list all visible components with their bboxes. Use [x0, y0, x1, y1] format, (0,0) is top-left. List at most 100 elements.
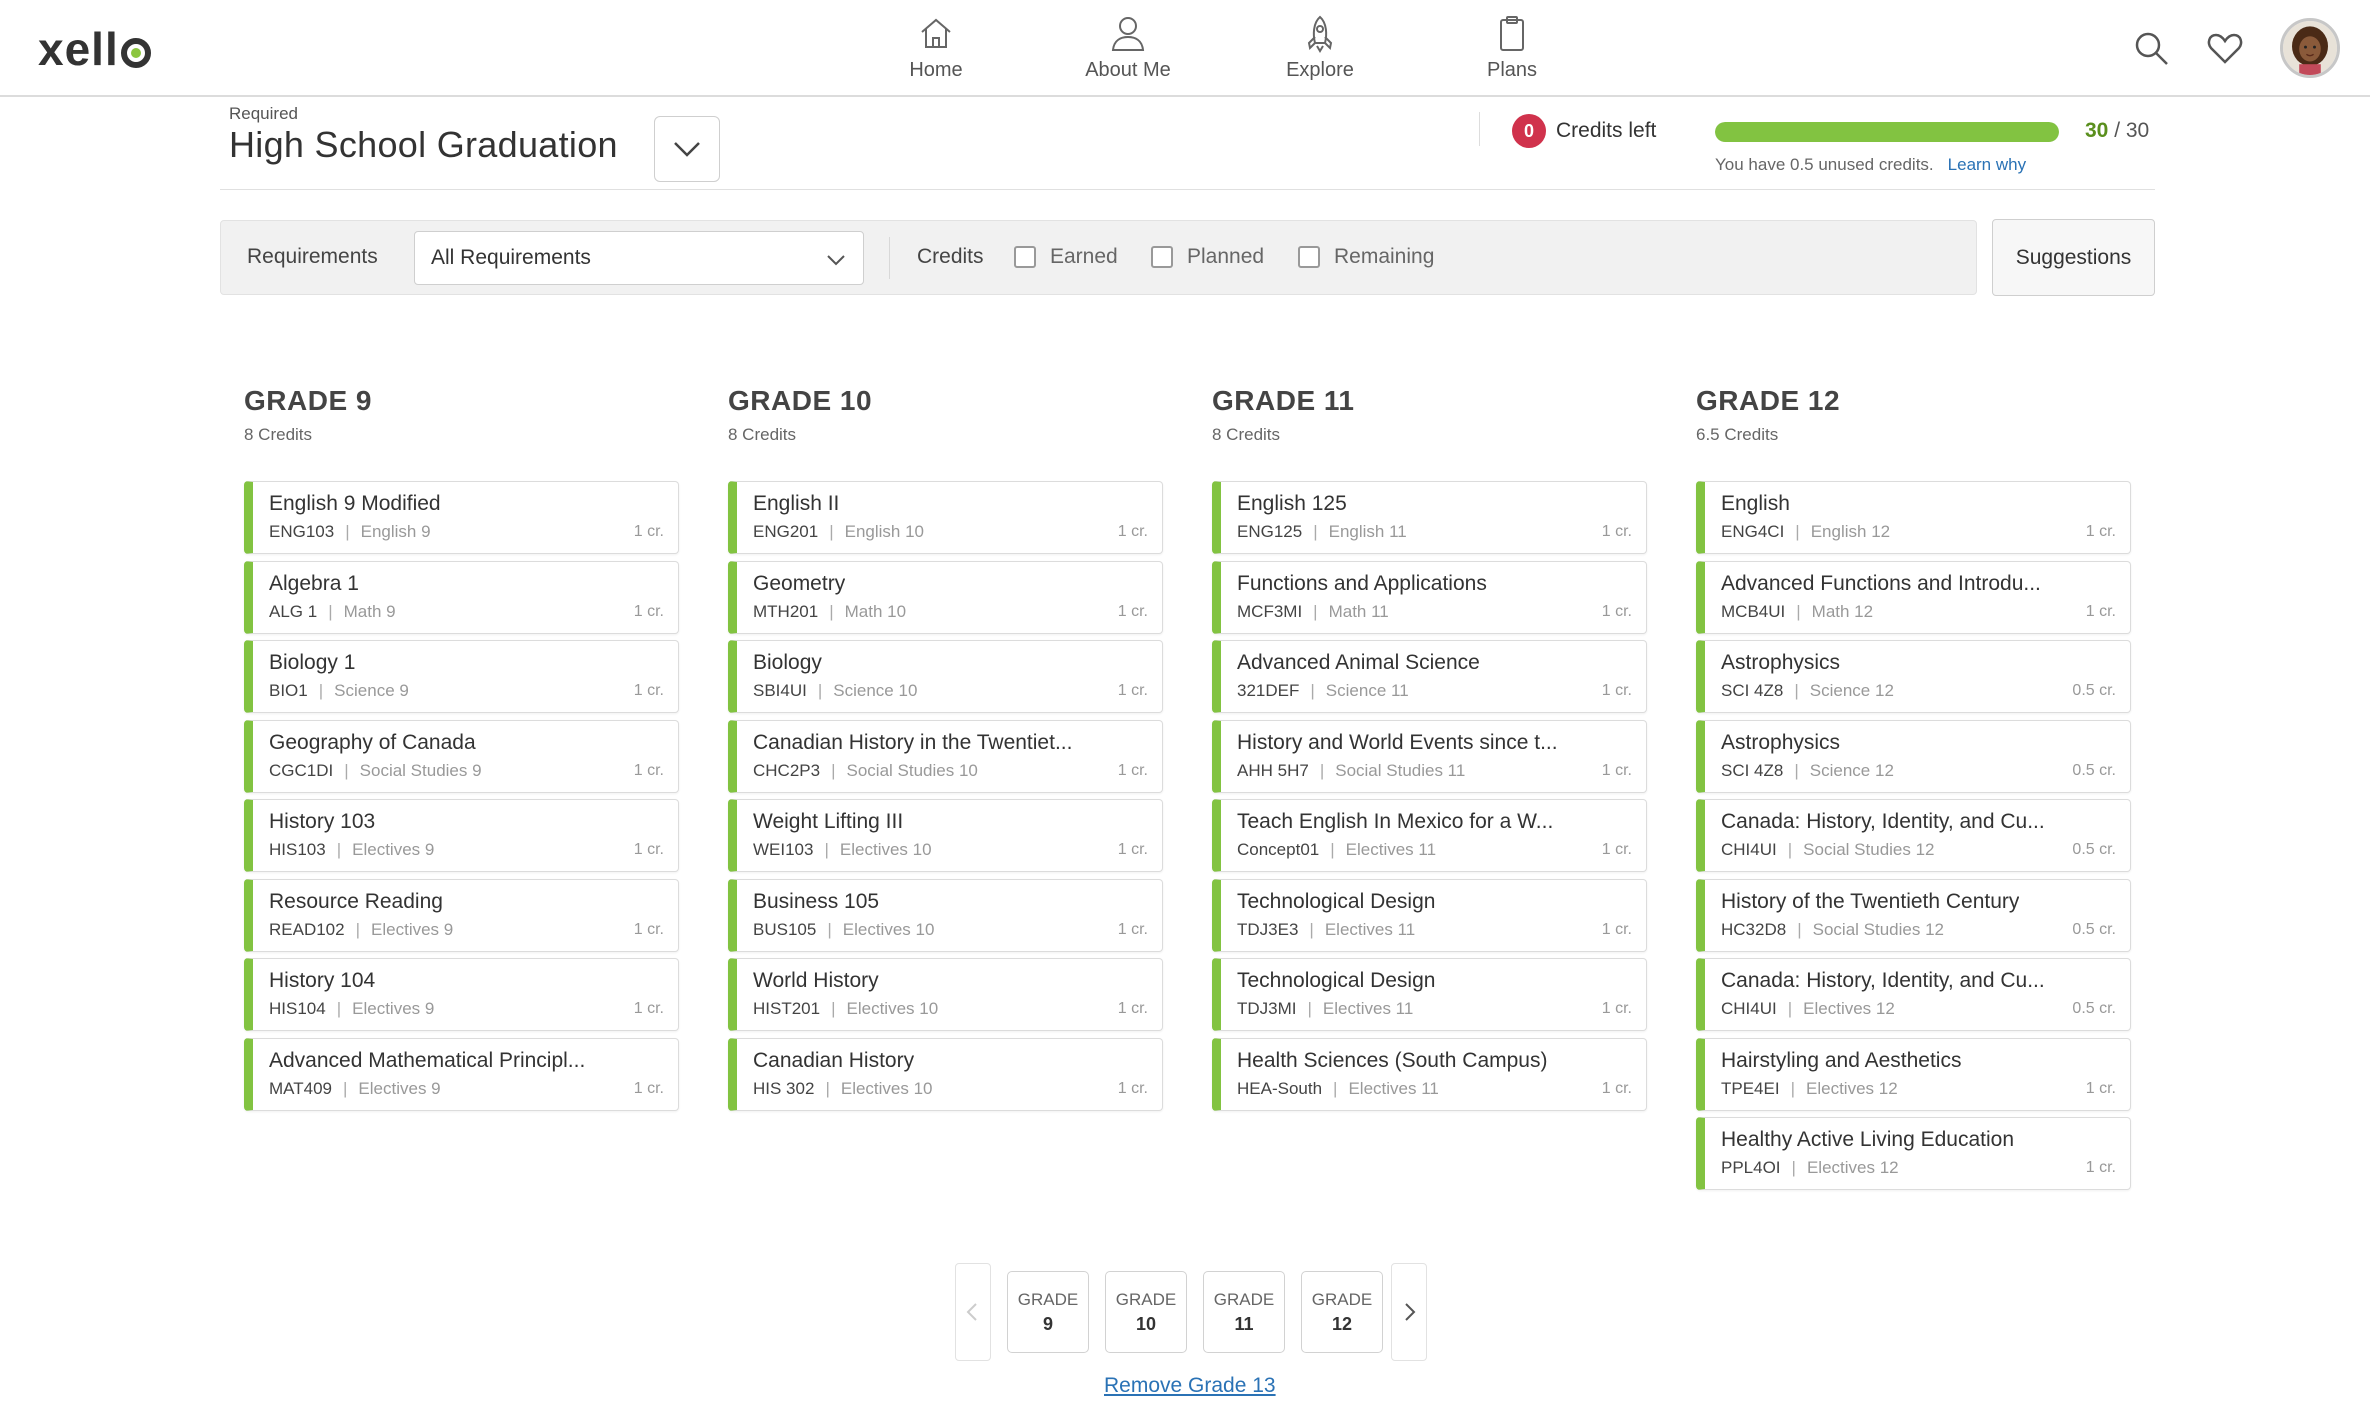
- course-card[interactable]: English ENG4CI | English 12 1 cr.: [1696, 481, 2131, 554]
- course-card[interactable]: Business 105 BUS105 | Electives 10 1 cr.: [728, 879, 1163, 952]
- nav-about-me[interactable]: About Me: [1032, 0, 1224, 95]
- course-card[interactable]: Canada: History, Identity, and Cu... CHI4…: [1696, 958, 2131, 1031]
- course-credits: 1 cr.: [2085, 1159, 2116, 1176]
- course-meta: MCB4UI | Math 12: [1721, 602, 1873, 622]
- course-card[interactable]: Canada: History, Identity, and Cu... CHI4…: [1696, 799, 2131, 872]
- course-card[interactable]: Canadian History in the Twentiet... CHC2P…: [728, 720, 1163, 793]
- course-meta: CHI4UI | Electives 12: [1721, 999, 1895, 1019]
- course-card[interactable]: History and World Events since t... AHH 5…: [1212, 720, 1647, 793]
- earned-label: Earned: [1050, 245, 1118, 268]
- course-card[interactable]: Biology 1 BIO1 | Science 9 1 cr.: [244, 640, 679, 713]
- course-code: ENG125: [1237, 522, 1303, 541]
- main-nav: Home About Me Explore Plans: [840, 0, 1608, 95]
- course-card[interactable]: History 103 HIS103 | Electives 9 1 cr.: [244, 799, 679, 872]
- requirements-label: Requirements: [247, 245, 378, 268]
- course-card[interactable]: Canadian History HIS 302 | Electives 10 1 cr…: [728, 1038, 1163, 1111]
- checkbox-box[interactable]: [1014, 246, 1036, 268]
- course-name: Advanced Functions and Introdu...: [1721, 572, 2041, 595]
- course-credits: 1 cr.: [633, 682, 664, 699]
- chevron-left-icon: [966, 1303, 977, 1321]
- search-button[interactable]: [2132, 29, 2170, 67]
- requirements-select[interactable]: All Requirements: [414, 231, 864, 285]
- course-name: Biology 1: [269, 651, 356, 674]
- course-card[interactable]: Weight Lifting III WEI103 | Electives 10 1 c…: [728, 799, 1163, 872]
- course-card[interactable]: English 9 Modified ENG103 | English 9 1 cr.: [244, 481, 679, 554]
- course-code: TDJ3E3: [1237, 920, 1299, 939]
- course-card[interactable]: Astrophysics SCI 4Z8 | Science 12 0.5 cr.: [1696, 720, 2131, 793]
- requirements-select-value: All Requirements: [431, 246, 591, 269]
- credits-left: 0 Credits left: [1512, 114, 1656, 148]
- course-card[interactable]: English 125 ENG125 | English 11 1 cr.: [1212, 481, 1647, 554]
- pager-prev-button[interactable]: [955, 1263, 991, 1361]
- course-code: HIS 302: [753, 1079, 815, 1098]
- checkbox-box[interactable]: [1298, 246, 1320, 268]
- pager-next-button[interactable]: [1391, 1263, 1427, 1361]
- course-meta: ALG 1 | Math 9: [269, 602, 396, 622]
- course-meta: SBI4UI | Science 10: [753, 681, 917, 701]
- grade-10-button[interactable]: GRADE 10: [1105, 1271, 1187, 1353]
- grade-button-label: GRADE: [1017, 1289, 1079, 1309]
- course-card[interactable]: Advanced Functions and Introdu... MCB4UI |…: [1696, 561, 2131, 634]
- course-card[interactable]: Geometry MTH201 | Math 10 1 cr.: [728, 561, 1163, 634]
- course-card[interactable]: World History HIST201 | Electives 10 1 cr.: [728, 958, 1163, 1031]
- course-card[interactable]: History of the Twentieth Century HC32D8 | S…: [1696, 879, 2131, 952]
- course-credits: 1 cr.: [1117, 523, 1148, 540]
- course-name: Algebra 1: [269, 572, 359, 595]
- course-card[interactable]: Advanced Mathematical Principl... MAT409 |…: [244, 1038, 679, 1111]
- course-card[interactable]: Geography of Canada CGC1DI | Social Studies…: [244, 720, 679, 793]
- course-code: READ102: [269, 920, 345, 939]
- requirement-dropdown[interactable]: [654, 116, 720, 182]
- course-card[interactable]: Astrophysics SCI 4Z8 | Science 12 0.5 cr.: [1696, 640, 2131, 713]
- course-name: Geography of Canada: [269, 731, 476, 754]
- remaining-checkbox[interactable]: Remaining: [1298, 245, 1434, 269]
- xello-logo[interactable]: xell: [38, 22, 151, 76]
- course-card[interactable]: Teach English In Mexico for a W... Concep…: [1212, 799, 1647, 872]
- course-card[interactable]: Biology SBI4UI | Science 10 1 cr.: [728, 640, 1163, 713]
- grade-12-button[interactable]: GRADE 12: [1301, 1271, 1383, 1353]
- grade-11-button[interactable]: GRADE 11: [1203, 1271, 1285, 1353]
- course-card[interactable]: Healthy Active Living Education PPL4OI | El…: [1696, 1117, 2131, 1190]
- planned-checkbox[interactable]: Planned: [1151, 245, 1264, 269]
- course-card[interactable]: Functions and Applications MCF3MI | Math 11…: [1212, 561, 1647, 634]
- course-name: English: [1721, 492, 1790, 515]
- course-card[interactable]: Health Sciences (South Campus) HEA-South |…: [1212, 1038, 1647, 1111]
- checkbox-box[interactable]: [1151, 246, 1173, 268]
- meta-separator: |: [1787, 999, 1793, 1018]
- earned-checkbox[interactable]: Earned: [1014, 245, 1118, 269]
- course-card[interactable]: Technological Design TDJ3E3 | Electives 11 1…: [1212, 879, 1647, 952]
- suggestions-button[interactable]: Suggestions: [1992, 219, 2155, 296]
- user-avatar[interactable]: [2280, 18, 2340, 78]
- course-credits: 1 cr.: [1601, 841, 1632, 858]
- nav-plans[interactable]: Plans: [1416, 0, 1608, 95]
- course-credits: 0.5 cr.: [2072, 1000, 2116, 1017]
- course-subject: Electives 12: [1803, 999, 1895, 1018]
- course-subject: Electives 9: [371, 920, 454, 939]
- meta-separator: |: [328, 602, 333, 621]
- favorites-button[interactable]: [2206, 29, 2244, 67]
- course-card[interactable]: Algebra 1 ALG 1 | Math 9 1 cr.: [244, 561, 679, 634]
- course-card[interactable]: Advanced Animal Science 321DEF | Science 11…: [1212, 640, 1647, 713]
- course-card[interactable]: Resource Reading READ102 | Electives 9 1 cr.: [244, 879, 679, 952]
- remove-grade-link[interactable]: Remove Grade 13: [1104, 1374, 1276, 1397]
- grade-credits: 6.5 Credits: [1696, 425, 1779, 444]
- course-credits: 1 cr.: [2085, 603, 2116, 620]
- nav-explore-label: Explore: [1286, 59, 1354, 81]
- course-credits: 1 cr.: [1117, 603, 1148, 620]
- nav-home[interactable]: Home: [840, 0, 1032, 95]
- course-credits: 1 cr.: [1601, 682, 1632, 699]
- course-card[interactable]: English II ENG201 | English 10 1 cr.: [728, 481, 1163, 554]
- course-card[interactable]: History 104 HIS104 | Electives 9 1 cr.: [244, 958, 679, 1031]
- nav-about-label: About Me: [1085, 59, 1171, 81]
- course-code: HIST201: [753, 999, 821, 1018]
- course-meta: BIO1 | Science 9: [269, 681, 409, 701]
- course-code: CHC2P3: [753, 761, 821, 780]
- learn-why-link[interactable]: Learn why: [1947, 155, 2027, 174]
- unused-credits-note: You have 0.5 unused credits. Learn why: [1715, 155, 2026, 175]
- course-card[interactable]: Hairstyling and Aesthetics TPE4EI | Electiv…: [1696, 1038, 2131, 1111]
- course-credits: 1 cr.: [1601, 1080, 1632, 1097]
- nav-explore[interactable]: Explore: [1224, 0, 1416, 95]
- search-icon: [2135, 32, 2168, 65]
- course-card[interactable]: Technological Design TDJ3MI | Electives 11 1…: [1212, 958, 1647, 1031]
- grade-pager: GRADE 9 GRADE 10 GRADE 11 GRADE 12: [955, 1263, 1427, 1361]
- grade-9-button[interactable]: GRADE 9: [1007, 1271, 1089, 1353]
